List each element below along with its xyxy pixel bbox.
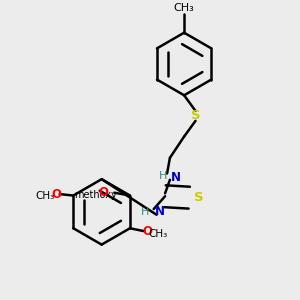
- Text: S: S: [194, 191, 203, 204]
- Text: H: H: [141, 207, 149, 217]
- Text: CH₃: CH₃: [149, 229, 168, 239]
- Text: S: S: [191, 109, 200, 122]
- Text: N: N: [171, 171, 181, 184]
- Text: O: O: [51, 188, 61, 201]
- Text: H: H: [159, 171, 167, 181]
- Text: N: N: [155, 206, 165, 218]
- Text: methoxy: methoxy: [74, 190, 117, 200]
- Text: O: O: [142, 225, 152, 238]
- Text: CH₃: CH₃: [35, 191, 55, 201]
- Text: O: O: [99, 186, 109, 199]
- Text: CH₃: CH₃: [174, 3, 194, 13]
